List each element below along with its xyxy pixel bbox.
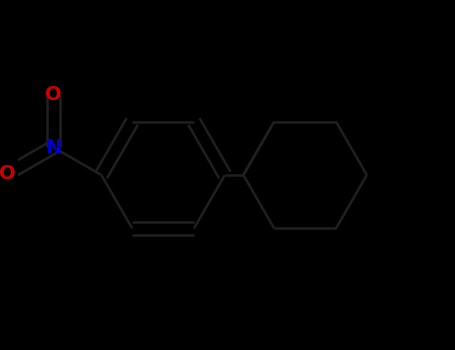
Text: O: O: [45, 85, 61, 104]
Text: O: O: [0, 164, 16, 183]
Text: N: N: [45, 138, 61, 157]
